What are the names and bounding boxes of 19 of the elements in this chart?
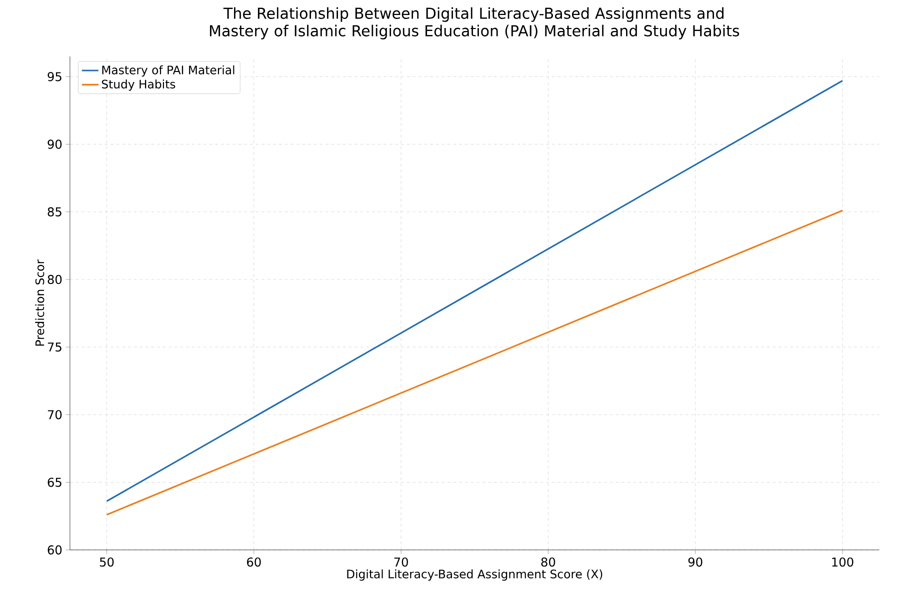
x-tick-label: 90: [688, 558, 702, 567]
y-tick-label: 75: [48, 342, 62, 352]
x-tick-label: 50: [100, 558, 114, 567]
x-tick-label: 70: [394, 558, 408, 567]
x-tick-label: 60: [247, 558, 261, 567]
y-axis-title: Prediction Scor: [35, 260, 44, 346]
y-tick-label: 85: [48, 207, 62, 217]
y-tick-label: 60: [48, 546, 62, 555]
x-tick-label: 100: [832, 558, 854, 567]
y-tick-label: 65: [48, 478, 62, 488]
legend-label: Mastery of PAI Material: [102, 66, 234, 77]
x-tick-label: 80: [541, 558, 556, 567]
y-tick-label: 80: [48, 275, 62, 284]
x-axis-title: Digital Literacy-Based Assignment Score (X): [347, 570, 602, 581]
y-tick-label: 70: [48, 410, 62, 420]
y-tick-label: 90: [48, 140, 62, 150]
y-tick-label: 95: [48, 72, 62, 82]
legend-label: Study Habits: [102, 80, 176, 92]
chart-title: The Relationship Between Digital Literacy-Based Assignments and Mastery of Islamic Religious Education (PAI) Material and Study Habits: [210, 8, 740, 40]
